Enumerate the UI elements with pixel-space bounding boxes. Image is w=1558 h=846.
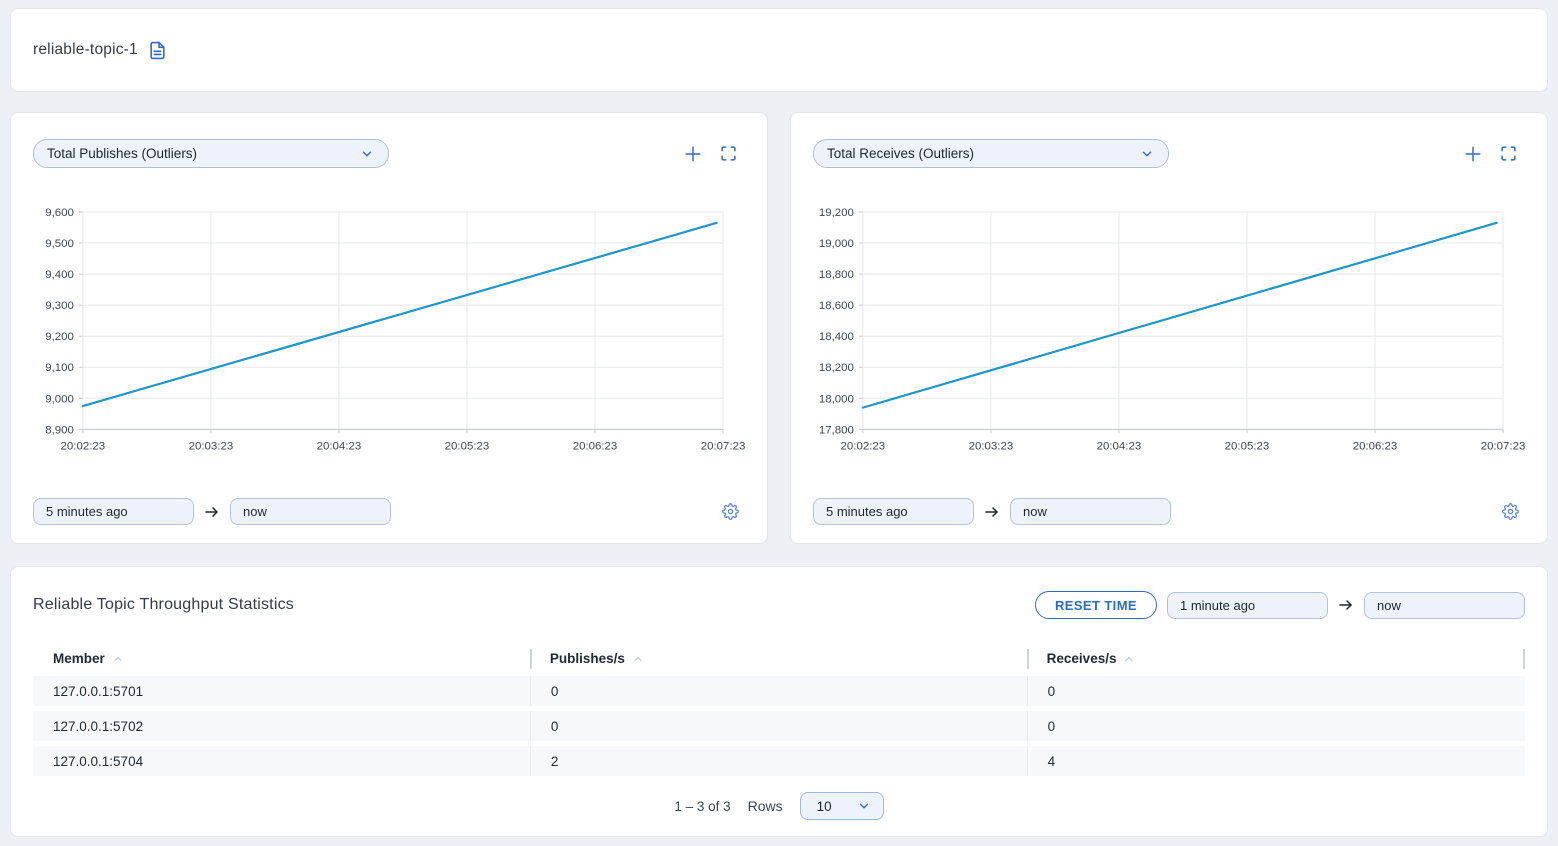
pagination: 1 – 3 of 3 Rows 10 bbox=[33, 792, 1525, 820]
publishes-cell: 2 bbox=[529, 746, 1027, 776]
column-divider bbox=[1026, 649, 1029, 669]
publishes-chart-footer: 5 minutes ago now bbox=[33, 498, 745, 525]
reset-time-button[interactable]: RESET TIME bbox=[1034, 591, 1157, 619]
stats-time-to-input[interactable]: now bbox=[1364, 591, 1525, 619]
stats-header: Reliable Topic Throughput Statistics RES… bbox=[33, 591, 1525, 619]
fullscreen-icon[interactable] bbox=[720, 145, 737, 162]
svg-text:19,000: 19,000 bbox=[819, 238, 854, 250]
sort-caret-icon bbox=[632, 653, 644, 665]
metric-select-label: Total Publishes (Outliers) bbox=[47, 146, 198, 161]
publishes-line-chart-svg: 8,900 9,000 9,100 9,200 9,300 9,400 9,500 9,600… bbox=[45, 207, 746, 452]
svg-text:20:05:23: 20:05:23 bbox=[1225, 440, 1270, 452]
page-title: reliable-topic-1 bbox=[33, 41, 138, 58]
metric-select-receives[interactable]: Total Receives (Outliers) bbox=[813, 139, 1169, 168]
svg-text:20:04:23: 20:04:23 bbox=[317, 440, 362, 452]
arrow-right-icon bbox=[204, 504, 220, 520]
chevron-down-icon bbox=[360, 147, 374, 161]
rows-per-page-value: 10 bbox=[816, 798, 832, 814]
svg-text:20:02:23: 20:02:23 bbox=[61, 440, 106, 452]
column-divider bbox=[529, 649, 532, 669]
time-to-input[interactable]: now bbox=[1010, 498, 1171, 525]
gear-icon[interactable] bbox=[1502, 503, 1519, 520]
stats-time-from-input[interactable]: 1 minute ago bbox=[1167, 591, 1328, 619]
column-divider bbox=[1523, 649, 1525, 669]
svg-text:20:03:23: 20:03:23 bbox=[969, 440, 1014, 452]
chevron-down-icon bbox=[1140, 147, 1154, 161]
svg-text:20:06:23: 20:06:23 bbox=[1353, 440, 1398, 452]
svg-text:8,900: 8,900 bbox=[45, 424, 74, 436]
svg-text:20:03:23: 20:03:23 bbox=[189, 440, 234, 452]
svg-text:9,400: 9,400 bbox=[45, 269, 74, 281]
svg-text:18,400: 18,400 bbox=[819, 331, 854, 343]
table-header-row: Member Publishes/s Receives/s bbox=[33, 645, 1525, 676]
svg-text:18,800: 18,800 bbox=[819, 269, 854, 281]
svg-text:9,000: 9,000 bbox=[45, 393, 74, 405]
svg-text:20:04:23: 20:04:23 bbox=[1097, 440, 1142, 452]
fullscreen-icon[interactable] bbox=[1500, 145, 1517, 162]
svg-text:20:07:23: 20:07:23 bbox=[1481, 440, 1526, 452]
publishes-chart-header: Total Publishes (Outliers) bbox=[33, 139, 745, 168]
svg-text:18,200: 18,200 bbox=[819, 362, 854, 374]
publishes-cell: 0 bbox=[529, 676, 1027, 706]
chart-actions bbox=[683, 144, 737, 164]
chart-actions bbox=[1463, 144, 1517, 164]
throughput-table: Member Publishes/s Receives/s bbox=[33, 645, 1525, 776]
member-cell: 127.0.0.1:5702 bbox=[53, 718, 144, 734]
column-header-publishes[interactable]: Publishes/s bbox=[529, 645, 1027, 676]
column-header-receives[interactable]: Receives/s bbox=[1026, 645, 1525, 676]
svg-text:19,200: 19,200 bbox=[819, 207, 854, 219]
table-row: 127.0.0.1:5704 2 4 bbox=[33, 746, 1525, 776]
receives-cell: 4 bbox=[1026, 746, 1525, 776]
svg-text:20:05:23: 20:05:23 bbox=[445, 440, 490, 452]
page-range-text: 1 – 3 of 3 bbox=[674, 798, 731, 814]
svg-text:9,100: 9,100 bbox=[45, 362, 74, 374]
arrow-right-icon bbox=[984, 504, 1000, 520]
time-from-input[interactable]: 5 minutes ago bbox=[813, 498, 974, 525]
publishes-cell: 0 bbox=[529, 711, 1027, 741]
svg-text:9,600: 9,600 bbox=[45, 207, 74, 219]
receives-chart: 17,800 18,000 18,200 18,400 18,600 18,800 19,0… bbox=[813, 206, 1525, 453]
rows-per-page-select[interactable]: 10 bbox=[799, 792, 884, 820]
charts-row: Total Publishes (Outliers) 8,900 9,000 9,1… bbox=[10, 112, 1548, 544]
gear-icon[interactable] bbox=[722, 503, 739, 520]
publishes-chart: 8,900 9,000 9,100 9,200 9,300 9,400 9,500 9,600… bbox=[33, 206, 745, 453]
stats-title: Reliable Topic Throughput Statistics bbox=[33, 596, 294, 613]
svg-text:9,500: 9,500 bbox=[45, 238, 74, 250]
receives-chart-footer: 5 minutes ago now bbox=[813, 498, 1525, 525]
arrow-right-icon bbox=[1338, 597, 1354, 613]
receives-cell: 0 bbox=[1026, 711, 1525, 741]
metric-select-label: Total Receives (Outliers) bbox=[827, 146, 975, 161]
topic-header-panel: reliable-topic-1 bbox=[10, 8, 1548, 92]
sort-caret-icon bbox=[112, 653, 124, 665]
add-chart-icon[interactable] bbox=[1463, 144, 1483, 164]
document-icon[interactable] bbox=[148, 41, 167, 60]
receives-cell: 0 bbox=[1026, 676, 1525, 706]
column-header-member[interactable]: Member bbox=[33, 645, 530, 676]
svg-text:17,800: 17,800 bbox=[819, 424, 854, 436]
stats-time-controls: RESET TIME 1 minute ago now bbox=[1034, 591, 1525, 619]
svg-text:18,600: 18,600 bbox=[819, 300, 854, 312]
svg-text:20:07:23: 20:07:23 bbox=[701, 440, 746, 452]
svg-text:9,200: 9,200 bbox=[45, 331, 74, 343]
chevron-down-icon bbox=[857, 799, 871, 813]
member-cell: 127.0.0.1:5701 bbox=[53, 683, 144, 699]
sort-caret-icon bbox=[1123, 653, 1135, 665]
time-to-input[interactable]: now bbox=[230, 498, 391, 525]
add-chart-icon[interactable] bbox=[683, 144, 703, 164]
time-from-input[interactable]: 5 minutes ago bbox=[33, 498, 194, 525]
receives-line-chart-svg: 17,800 18,000 18,200 18,400 18,600 18,800 19,0… bbox=[819, 207, 1526, 452]
svg-text:20:02:23: 20:02:23 bbox=[841, 440, 886, 452]
table-row: 127.0.0.1:5701 0 0 bbox=[33, 676, 1525, 706]
publishes-chart-panel: Total Publishes (Outliers) 8,900 9,000 9,1… bbox=[10, 112, 768, 544]
svg-text:18,000: 18,000 bbox=[819, 393, 854, 405]
throughput-stats-panel: Reliable Topic Throughput Statistics RES… bbox=[10, 566, 1548, 837]
receives-chart-header: Total Receives (Outliers) bbox=[813, 139, 1525, 168]
metric-select-publishes[interactable]: Total Publishes (Outliers) bbox=[33, 139, 389, 168]
receives-chart-panel: Total Receives (Outliers) 17,800 18,000 18… bbox=[790, 112, 1548, 544]
rows-per-page-label: Rows bbox=[747, 798, 783, 814]
member-cell: 127.0.0.1:5704 bbox=[53, 753, 144, 769]
table-row: 127.0.0.1:5702 0 0 bbox=[33, 711, 1525, 741]
svg-text:9,300: 9,300 bbox=[45, 300, 74, 312]
svg-text:20:06:23: 20:06:23 bbox=[573, 440, 618, 452]
